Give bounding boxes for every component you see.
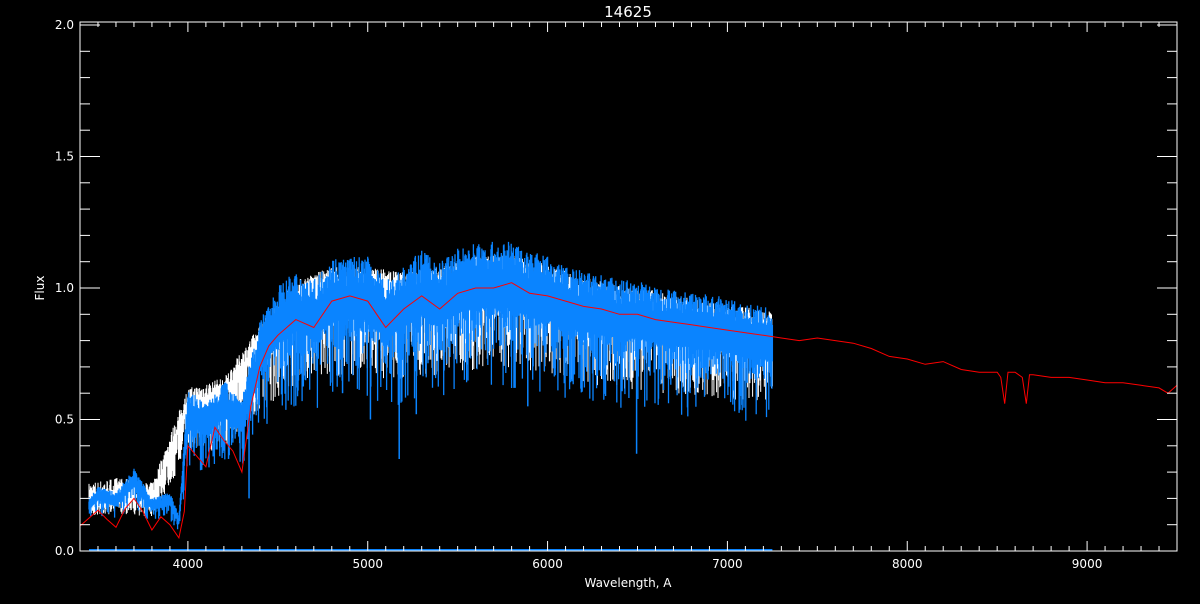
y-tick-label: 2.0 (55, 18, 74, 32)
axes: 4000 5000 6000 7000 8000 9000 0.0 0.5 1.0 1.5 2.0 (55, 18, 1178, 571)
plot-frame (79, 21, 1178, 552)
chart-title: 14625 (604, 3, 652, 21)
y-tick-label: 1.5 (55, 150, 74, 164)
blue-spectrum-series (88, 241, 774, 530)
red-model-series (79, 282, 1178, 540)
x-tick-label: 9000 (1072, 557, 1103, 571)
x-axis-label: Wavelength, A (584, 576, 672, 590)
y-axis-label: Flux (33, 276, 47, 301)
y-tick-label: 1.0 (55, 281, 74, 295)
x-tick-label: 8000 (892, 557, 923, 571)
y-tick-label: 0.0 (55, 544, 74, 558)
plot-area (79, 241, 1178, 551)
x-tick-label: 7000 (712, 557, 743, 571)
y-tick-label: 0.5 (55, 413, 74, 427)
x-tick-label: 6000 (532, 557, 563, 571)
x-tick-label: 5000 (352, 557, 383, 571)
x-tick-label: 4000 (173, 557, 204, 571)
